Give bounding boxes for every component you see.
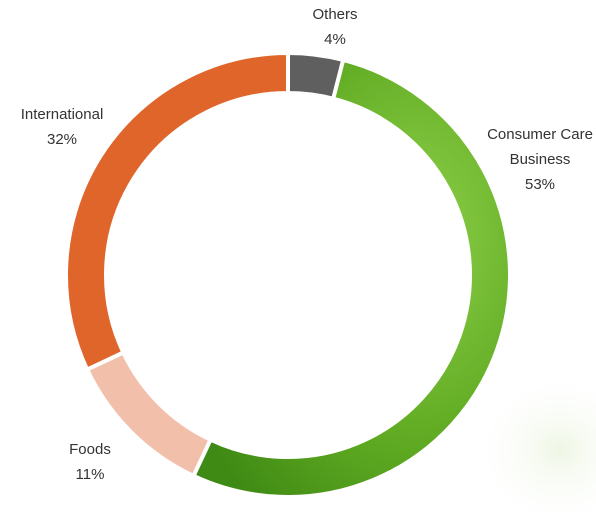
background-glow	[470, 370, 596, 515]
value-label: 4%	[278, 27, 393, 52]
value-label: 53%	[483, 172, 596, 197]
donut-slice	[66, 53, 288, 370]
category-label: Others	[278, 2, 393, 27]
value-label: 32%	[5, 127, 120, 152]
category-label: International	[5, 102, 120, 127]
donut-slice	[193, 60, 510, 497]
category-label: Consumer Care Business	[483, 122, 596, 172]
value-label: 11%	[33, 462, 148, 487]
chart: Others4% Consumer Care Business53% Foods11…	[0, 0, 596, 515]
category-label: Foods	[33, 437, 148, 462]
